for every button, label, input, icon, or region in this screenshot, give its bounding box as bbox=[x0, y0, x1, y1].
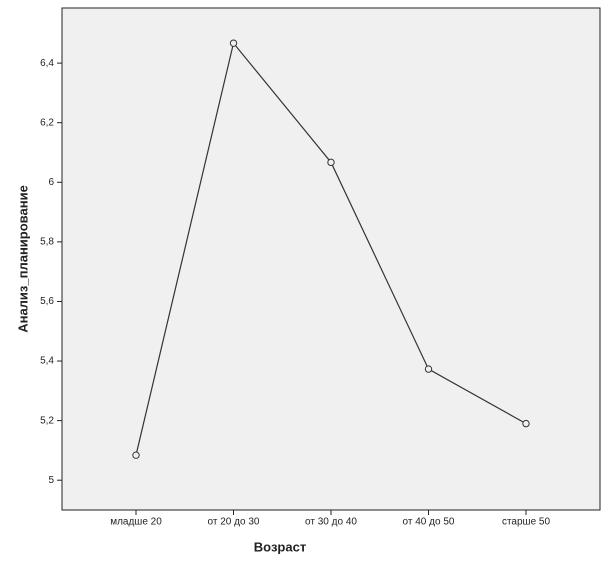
y-tick-label: 5,8 bbox=[40, 237, 54, 248]
y-tick-label: 5,6 bbox=[40, 296, 54, 307]
y-tick-label: 5 bbox=[48, 475, 54, 486]
x-tick-label: младше 20 bbox=[110, 517, 162, 528]
x-axis-title: Возраст bbox=[254, 539, 306, 554]
plot-area bbox=[61, 7, 601, 511]
marker bbox=[424, 365, 433, 373]
x-tick-label: старше 50 bbox=[502, 517, 551, 528]
y-tick-label: 5,4 bbox=[40, 356, 54, 367]
y-tick-label: 5,2 bbox=[40, 415, 54, 426]
marker bbox=[327, 158, 335, 167]
y-tick-label: 6 bbox=[48, 177, 54, 188]
y-tick-label: 6,2 bbox=[40, 117, 54, 128]
marker bbox=[522, 419, 530, 428]
y-axis-title: Анализ_планирование bbox=[15, 185, 30, 333]
x-tick-label: от 30 до 40 bbox=[305, 517, 357, 528]
x-tick-label: от 20 до 30 bbox=[208, 517, 260, 528]
x-tick-label: от 40 до 50 bbox=[403, 517, 455, 528]
marker bbox=[229, 39, 238, 47]
y-tick-label: 6,4 bbox=[40, 58, 54, 69]
marker bbox=[132, 451, 140, 459]
